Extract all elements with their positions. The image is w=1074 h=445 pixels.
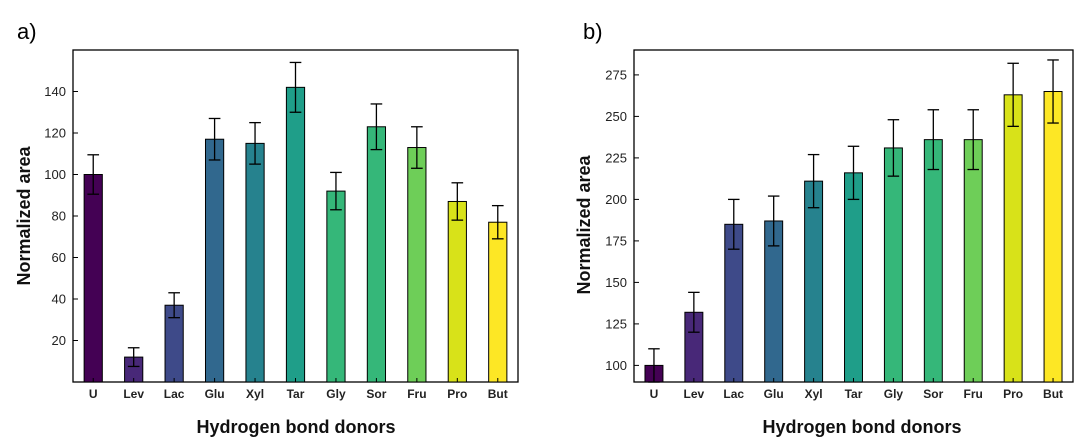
x-tick-label-a-Gly: Gly: [326, 387, 346, 401]
panel-label-a: a): [17, 19, 37, 44]
bar-a-But: [488, 221, 508, 383]
x-tick-label-a-U: U: [89, 387, 98, 401]
y-tick-label-b: 225: [605, 150, 627, 165]
x-axis-label-a: Hydrogen bond donors: [197, 417, 396, 437]
y-tick-label-a: 60: [52, 250, 66, 265]
y-tick-label-b: 100: [605, 358, 627, 373]
x-tick-label-b-Lac: Lac: [723, 387, 744, 401]
bar-a-Fru: [407, 147, 427, 383]
y-tick-label-a: 120: [44, 126, 66, 141]
x-tick-label-b-Sor: Sor: [923, 387, 943, 401]
bar-b-Tar: [844, 172, 863, 383]
x-tick-label-b-Xyl: Xyl: [805, 387, 823, 401]
plot-area-a: 20 40 60 80 100 120 140 U Lev Lac Glu Xyl Tar Gly Sor F…: [44, 49, 519, 401]
x-tick-label-a-Glu: Glu: [205, 387, 225, 401]
x-tick-label-a-Lev: Lev: [123, 387, 144, 401]
panel-a: a) Normalized area Hydrogen bond donors …: [14, 19, 519, 437]
bar-b-But: [1043, 91, 1063, 383]
panel-b: b) Normalized area Hydrogen bond donors …: [574, 19, 1074, 437]
x-axis-label-b: Hydrogen bond donors: [763, 417, 962, 437]
bar-b-Fru: [963, 139, 983, 383]
x-tick-label-b-But: But: [1043, 387, 1063, 401]
bar-b-Sor: [923, 139, 943, 383]
bar-a-U: [83, 174, 103, 383]
x-tick-label-a-Tar: Tar: [287, 387, 305, 401]
y-tick-label-b: 125: [605, 316, 627, 331]
y-tick-label-b: 275: [605, 67, 627, 82]
x-tick-label-a-Xyl: Xyl: [246, 387, 264, 401]
y-axis-label-a: Normalized area: [14, 145, 34, 285]
x-tick-label-a-Pro: Pro: [447, 387, 467, 401]
bar-b-Xyl: [804, 180, 824, 383]
y-tick-label-b: 200: [605, 192, 627, 207]
x-tick-label-b-Tar: Tar: [845, 387, 863, 401]
y-tick-label-a: 20: [52, 333, 66, 348]
bar-a-Gly: [326, 190, 346, 383]
x-tick-label-b-Gly: Gly: [884, 387, 904, 401]
x-tick-label-a-Sor: Sor: [366, 387, 386, 401]
y-tick-label-a: 140: [44, 84, 66, 99]
x-tick-label-b-Lev: Lev: [684, 387, 705, 401]
y-tick-label-b: 150: [605, 275, 627, 290]
bar-b-Gly: [883, 147, 903, 383]
y-tick-label-b: 175: [605, 233, 627, 248]
x-tick-label-b-Fru: Fru: [964, 387, 983, 401]
bar-b-Pro: [1003, 94, 1023, 383]
panel-label-b: b): [583, 19, 603, 44]
bar-a-Pro: [447, 200, 467, 383]
bar-a-Sor: [366, 126, 387, 383]
x-tick-label-a-But: But: [488, 387, 508, 401]
y-tick-label-a: 40: [52, 292, 66, 307]
plot-area-b: 100 125 150 175 200 225 250 275 U Lev Lac Glu Xyl Tar…: [605, 49, 1074, 401]
y-tick-label-b: 250: [605, 109, 627, 124]
bar-a-Xyl: [245, 142, 265, 383]
x-tick-label-a-Fru: Fru: [407, 387, 426, 401]
x-tick-label-b-Pro: Pro: [1003, 387, 1023, 401]
y-axis-label-b: Normalized area: [574, 154, 594, 294]
bar-a-Glu: [204, 138, 225, 383]
y-tick-label-a: 80: [52, 209, 66, 224]
x-tick-label-a-Lac: Lac: [164, 387, 185, 401]
bar-a-Tar: [285, 86, 306, 383]
x-tick-label-b-U: U: [650, 387, 659, 401]
x-tick-label-b-Glu: Glu: [764, 387, 784, 401]
y-tick-label-a: 100: [44, 167, 66, 182]
